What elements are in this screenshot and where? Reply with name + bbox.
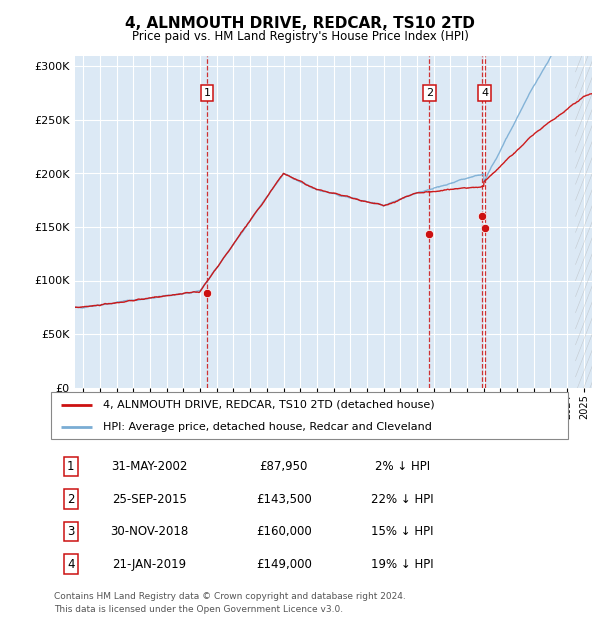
Text: £160,000: £160,000 (256, 525, 311, 538)
Text: 4: 4 (481, 88, 488, 98)
Text: 4, ALNMOUTH DRIVE, REDCAR, TS10 2TD: 4, ALNMOUTH DRIVE, REDCAR, TS10 2TD (125, 16, 475, 31)
Text: 2: 2 (425, 88, 433, 98)
Text: £143,500: £143,500 (256, 493, 311, 506)
Text: 1: 1 (203, 88, 211, 98)
Text: 22% ↓ HPI: 22% ↓ HPI (371, 493, 434, 506)
Text: 1: 1 (67, 460, 74, 473)
Text: 4, ALNMOUTH DRIVE, REDCAR, TS10 2TD (detached house): 4, ALNMOUTH DRIVE, REDCAR, TS10 2TD (det… (103, 399, 434, 410)
Text: 15% ↓ HPI: 15% ↓ HPI (371, 525, 434, 538)
Text: 31-MAY-2002: 31-MAY-2002 (111, 460, 187, 473)
Text: This data is licensed under the Open Government Licence v3.0.: This data is licensed under the Open Gov… (54, 604, 343, 614)
Text: 4: 4 (67, 557, 74, 570)
Text: 19% ↓ HPI: 19% ↓ HPI (371, 557, 434, 570)
Text: Price paid vs. HM Land Registry's House Price Index (HPI): Price paid vs. HM Land Registry's House … (131, 30, 469, 43)
Text: 25-SEP-2015: 25-SEP-2015 (112, 493, 187, 506)
Text: 21-JAN-2019: 21-JAN-2019 (112, 557, 187, 570)
Text: Contains HM Land Registry data © Crown copyright and database right 2024.: Contains HM Land Registry data © Crown c… (54, 592, 406, 601)
FancyBboxPatch shape (51, 392, 568, 439)
Text: 2% ↓ HPI: 2% ↓ HPI (375, 460, 430, 473)
Text: 30-NOV-2018: 30-NOV-2018 (110, 525, 188, 538)
Text: 3: 3 (67, 525, 74, 538)
Text: £87,950: £87,950 (260, 460, 308, 473)
Text: 2: 2 (67, 493, 74, 506)
Text: £149,000: £149,000 (256, 557, 311, 570)
Text: HPI: Average price, detached house, Redcar and Cleveland: HPI: Average price, detached house, Redc… (103, 422, 431, 432)
